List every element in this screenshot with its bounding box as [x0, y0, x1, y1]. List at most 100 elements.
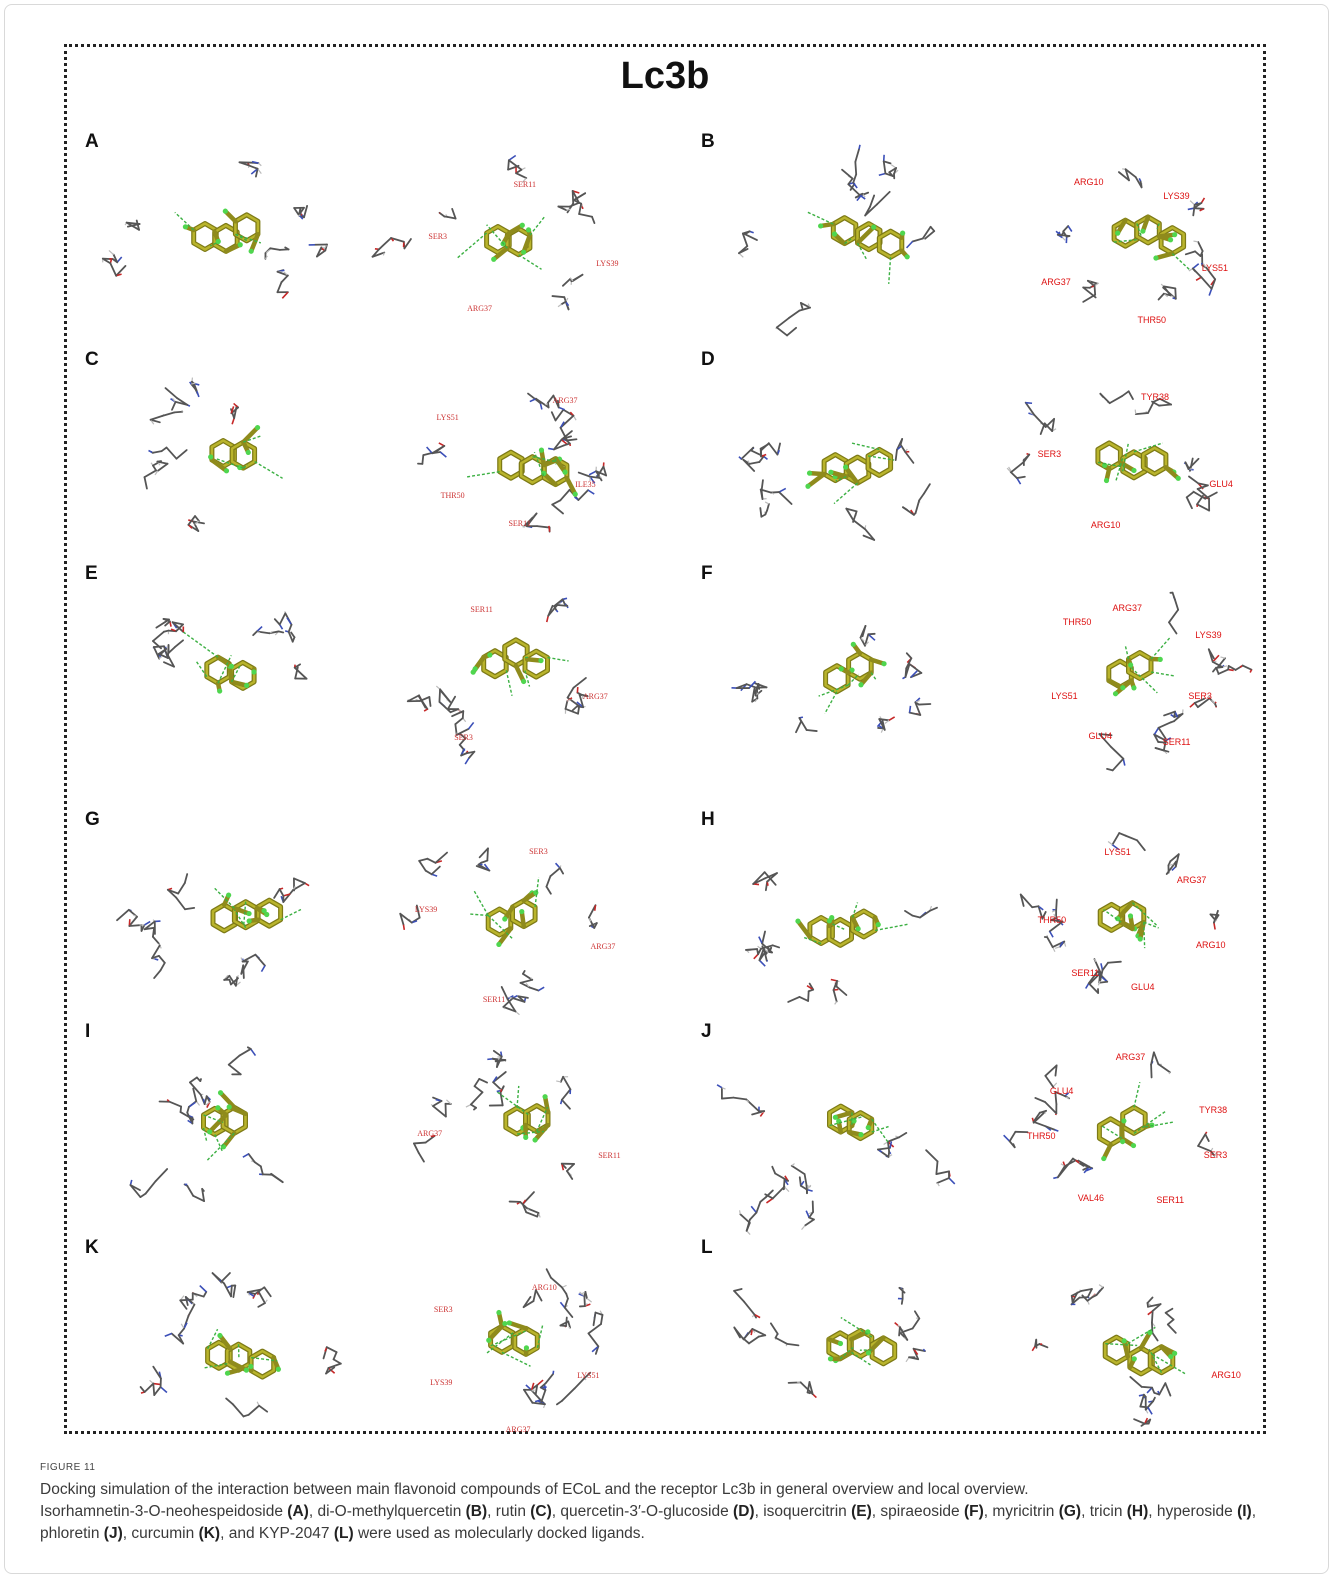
panel-letter: D	[701, 349, 715, 370]
residue-label: SER3	[529, 847, 548, 856]
panel-letter: F	[701, 563, 713, 584]
ligand-panel-tag: (J)	[103, 1525, 123, 1542]
local-overview-molecule	[385, 827, 635, 1017]
caption-tail: were used as molecularly docked ligands.	[353, 1525, 645, 1542]
residue-label: SER3	[1203, 1150, 1228, 1161]
residue-label: GLU4	[1049, 1086, 1074, 1097]
panel-j: J SER3 SER11 VAL46 THR50 GLU4 ARG37 TYR38	[683, 1021, 1283, 1237]
ligand-panel-tag: (C)	[530, 1503, 552, 1520]
residue-label: ARG37	[1176, 875, 1207, 886]
panel-b: B LYS51 THR50 ARG37 ARG10 LYS39	[683, 131, 1283, 347]
ligand-separator: ,	[487, 1503, 496, 1520]
local-overview-molecule	[1001, 827, 1251, 1017]
ligand-panel-tag: (F)	[963, 1503, 984, 1520]
panel-letter: I	[85, 1021, 91, 1042]
residue-label: GLU4	[1088, 730, 1112, 741]
panel-h: H ARG10 GLU4 SER11 THR50 LYS51 ARG37	[683, 809, 1283, 1025]
local-overview-molecule	[385, 581, 635, 771]
ligand-panel-tag: (B)	[465, 1503, 488, 1520]
ligand-panel-tag: (E)	[851, 1503, 872, 1520]
ligand-separator: ,	[551, 1503, 561, 1520]
panel-letter: L	[701, 1237, 713, 1258]
residue-label: LYS51	[1051, 690, 1078, 701]
residue-label: ARG10	[1074, 177, 1104, 188]
ligand-name: isoquercitrin	[763, 1503, 847, 1520]
residue-label: GLU4	[1209, 479, 1233, 490]
residue-label: GLU4	[1130, 982, 1155, 993]
ligand-name: rutin	[495, 1503, 526, 1520]
caption-label: FIGURE 11	[40, 1462, 96, 1473]
residue-label: THR50	[1037, 915, 1067, 926]
residue-label: SER3	[1188, 690, 1212, 701]
panel-letter: A	[85, 131, 99, 152]
residue-label: ARG37	[552, 395, 578, 405]
ligand-name: myricitrin	[992, 1503, 1055, 1520]
residue-label: ARG37	[467, 303, 492, 313]
ligand-name: di-O-methylquercetin	[317, 1503, 462, 1520]
residue-label: ILE35	[575, 480, 596, 490]
residue-label: SER11	[508, 519, 531, 529]
general-overview-molecule	[713, 144, 963, 339]
residue-label: ARG10	[1196, 940, 1226, 951]
residue-label: TYR38	[1199, 1105, 1228, 1116]
panel-c: C ILE35 SER11 THR50 LYS51 ARG37	[67, 349, 667, 565]
ligand-panel-tag: (A)	[287, 1503, 309, 1520]
panel-letter: E	[85, 563, 98, 584]
local-overview-molecule	[1001, 1039, 1251, 1229]
general-overview-molecule	[713, 827, 963, 1017]
page-card	[4, 4, 1329, 1574]
residue-label: ARG10	[1211, 1369, 1241, 1380]
panel-letter: H	[701, 809, 715, 830]
residue-label: SER11	[1071, 968, 1100, 979]
ligand-separator: ,	[983, 1503, 993, 1520]
ligand-separator: ,	[122, 1525, 132, 1542]
residue-label: SER11	[1156, 1194, 1185, 1205]
residue-label: THR50	[1026, 1130, 1056, 1141]
panel-letter: C	[85, 349, 99, 370]
figure-caption: FIGURE 11 Docking simulation of the inte…	[40, 1462, 1295, 1545]
general-overview-molecule	[97, 581, 347, 771]
residue-label: LYS39	[1163, 190, 1190, 201]
residue-label: LYS51	[1104, 846, 1131, 857]
ligand-name: Isorhamnetin-3-O-neohespeidoside	[40, 1503, 283, 1520]
residue-label: LYS51	[1201, 263, 1229, 274]
panel-f: F SER3 SER11 GLU4 LYS51 THR50 ARG37 LYS39	[683, 563, 1283, 779]
local-overview-molecule	[371, 149, 635, 339]
general-overview-molecule	[713, 1039, 963, 1235]
caption-text: Docking simulation of the interaction be…	[40, 1479, 1295, 1545]
panel-d: D GLU4 ARG10 SER3 TYR38	[683, 349, 1283, 565]
local-overview-molecule	[1001, 1255, 1251, 1445]
ligand-name: quercetin-3′-O-glucoside	[560, 1503, 729, 1520]
residue-label: ARG37	[1041, 277, 1071, 288]
ligand-name: hyperoside	[1156, 1503, 1233, 1520]
residue-label: SER11	[1162, 737, 1191, 748]
local-overview-molecule	[1001, 367, 1251, 557]
residue-label: LYS51	[436, 413, 459, 423]
ligand-separator: , and	[220, 1525, 259, 1542]
ligand-name: spiraeoside	[880, 1503, 960, 1520]
ligand-panel-tag: (H)	[1126, 1503, 1149, 1520]
residue-label: LYS39	[414, 904, 438, 914]
residue-label: VAL46	[1077, 1192, 1105, 1203]
residue-label: ARG37	[1115, 1052, 1146, 1063]
panel-a: A LYS39 ARG37 SER3 SER11	[67, 131, 667, 347]
ligand-separator: ,	[1251, 1503, 1257, 1520]
ligand-panel-tag: (G)	[1058, 1503, 1082, 1520]
ligand-name: curcumin	[131, 1525, 195, 1542]
ligand-separator: ,	[1148, 1503, 1157, 1520]
residue-label: SER11	[482, 995, 506, 1005]
residue-label: ARG37	[417, 1129, 443, 1139]
residue-label: SER11	[598, 1151, 621, 1161]
residue-label: SER3	[433, 1304, 453, 1314]
residue-label: THR50	[440, 490, 465, 500]
ligand-name: phloretin	[40, 1525, 100, 1542]
ligand-panel-tag: (I)	[1237, 1503, 1252, 1520]
local-overview-molecule	[1001, 581, 1253, 772]
residue-label: LYS39	[596, 258, 619, 268]
panel-k: K LYS51 ARG37 LYS39 SER3 ARG10	[67, 1237, 667, 1453]
general-overview-molecule	[97, 149, 347, 339]
residue-label: ARG37	[590, 941, 616, 951]
figure-title: Lc3b	[620, 55, 710, 97]
local-overview-molecule	[385, 1039, 635, 1229]
residue-label: ARG37	[582, 691, 608, 701]
